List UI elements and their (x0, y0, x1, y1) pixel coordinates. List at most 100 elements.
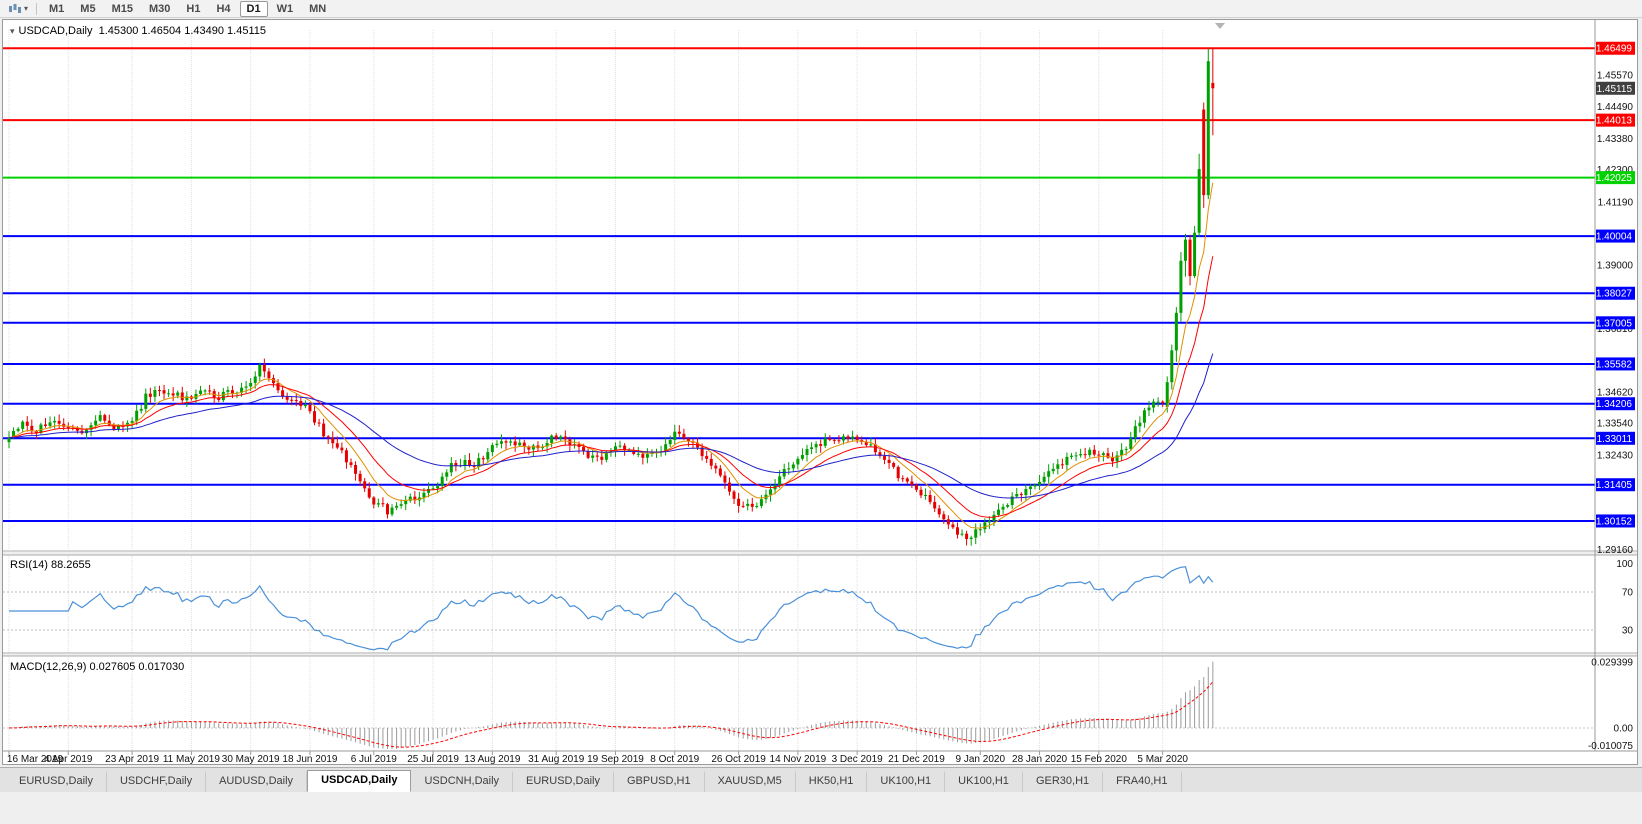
date-label: 28 Jan 2020 (1012, 754, 1067, 764)
date-label: 13 Aug 2019 (464, 754, 521, 764)
svg-text:1.35582: 1.35582 (1596, 359, 1633, 370)
svg-text:1.46499: 1.46499 (1596, 44, 1633, 55)
chart-tab-usdcnh-daily[interactable]: USDCNH,Daily (411, 771, 514, 792)
svg-text:1.45115: 1.45115 (1597, 84, 1633, 95)
date-label: 11 May 2019 (163, 754, 221, 764)
svg-text:1.40004: 1.40004 (1596, 232, 1633, 243)
macd-panel (3, 661, 1595, 749)
price-badge-1.33011 (1596, 431, 1635, 445)
price-tick: 1.33540 (1597, 418, 1634, 429)
rsi-axis-tick: 70 (1622, 588, 1634, 599)
timeframe-button-h1[interactable]: H1 (186, 2, 201, 15)
price-tick: 1.43380 (1597, 134, 1634, 145)
chart-tab-usdcad-daily[interactable]: USDCAD,Daily (307, 770, 412, 792)
date-label: 5 Mar 2020 (1137, 754, 1188, 764)
timeframe-button-m15[interactable]: M15 (111, 2, 133, 15)
timeframe-button-h4[interactable]: H4 (216, 2, 231, 15)
timeframe-button-m1[interactable]: M1 (49, 2, 65, 15)
svg-text:1.38027: 1.38027 (1596, 289, 1633, 300)
date-label: 6 Jul 2019 (351, 754, 398, 764)
date-label: 14 Nov 2019 (770, 754, 827, 764)
moving-averages (8, 182, 1214, 529)
svg-text:1.31405: 1.31405 (1596, 480, 1633, 491)
date-label: 8 Oct 2019 (650, 754, 699, 764)
timeframe-button-d1[interactable]: D1 (239, 0, 268, 17)
timeframe-button-mn[interactable]: MN (309, 2, 327, 15)
price-badge-1.40004 (1596, 229, 1635, 243)
macd-axis-tick: 0.00 (1614, 724, 1634, 735)
chart-tab-uk100-h1[interactable]: UK100,H1 (867, 771, 946, 792)
date-label: 19 Sep 2019 (587, 754, 644, 764)
svg-text:1.42025: 1.42025 (1596, 173, 1633, 184)
price-badge-1.38027 (1596, 286, 1635, 300)
price-tick: 1.44490 (1597, 102, 1634, 113)
chart-tab-xauusd-m5[interactable]: XAUUSD,M5 (704, 771, 796, 792)
price-tick: 1.42300 (1597, 165, 1634, 176)
chart-header-text: USDCAD,Daily 1.45300 1.46504 1.43490 1.4… (18, 25, 266, 37)
date-label: 15 Feb 2020 (1071, 754, 1128, 764)
price-badge-1.46499 (1596, 41, 1635, 55)
date-label: 9 Jan 2020 (956, 754, 1006, 764)
date-label: 16 Mar 2019 (7, 754, 64, 764)
chart-type-button[interactable]: ▾ (4, 1, 32, 17)
price-badge-1.35582 (1596, 357, 1635, 371)
date-label: 18 Jun 2019 (282, 754, 337, 764)
candlestick-chart-icon (9, 3, 21, 13)
chart-shift-marker (1215, 23, 1225, 29)
timeframe-buttons: M1 M5 M15 M30 H1 H4 D1 W1 MN (41, 0, 334, 17)
rsi-axis-tick: 30 (1622, 626, 1634, 637)
svg-text:1.44013: 1.44013 (1596, 116, 1633, 127)
chart-tab-fra40-h1[interactable]: FRA40,H1 (1103, 771, 1182, 792)
date-label: 3 Dec 2019 (832, 754, 884, 764)
timeframe-button-w1[interactable]: W1 (276, 2, 294, 15)
date-label: 4 Apr 2019 (44, 754, 93, 764)
price-axis[interactable]: 1.45570 1.44490 1.43380 1.42300 1.41190 1.390… (1588, 41, 1635, 752)
chart-type-caret-icon: ▾ (24, 3, 29, 13)
horizontal-levels (3, 47, 1595, 522)
rsi-line (9, 566, 1214, 651)
svg-text:1.33011: 1.33011 (1597, 434, 1633, 445)
chart-canvas[interactable]: 1.45570 1.44490 1.43380 1.42300 1.41190 1.390… (3, 20, 1637, 765)
grid-lines (8, 30, 1164, 750)
timeframe-button-m5[interactable]: M5 (80, 2, 96, 15)
price-tick: 1.32430 (1597, 451, 1634, 462)
svg-text:1.34206: 1.34206 (1596, 399, 1633, 410)
chart-tab-usdchf-daily[interactable]: USDCHF,Daily (106, 771, 207, 792)
collapse-icon[interactable]: ▾ (10, 26, 15, 36)
chart-tab-gbpusd-h1[interactable]: GBPUSD,H1 (614, 771, 705, 792)
price-badge-1.30152 (1596, 514, 1635, 528)
chart-tabs-bar: EURUSD,Daily USDCHF,Daily AUDUSD,Daily USDC… (0, 767, 1642, 792)
timeframe-button-m30[interactable]: M30 (148, 2, 171, 15)
price-tick: 1.29160 (1597, 545, 1634, 556)
ma-mid-line (8, 256, 1214, 518)
price-tick: 1.39000 (1597, 261, 1634, 272)
panel-dividers (3, 20, 1637, 752)
macd-label: MACD(12,26,9) 0.027605 0.017030 (10, 661, 185, 673)
chart-tab-ger30-h1[interactable]: GER30,H1 (1022, 771, 1104, 792)
date-label: 25 Jul 2019 (407, 754, 459, 764)
date-label: 30 May 2019 (222, 754, 280, 764)
chart-header: ▾ USDCAD,Daily 1.45300 1.46504 1.43490 1.… (10, 25, 266, 37)
svg-text:1.37005: 1.37005 (1596, 318, 1633, 329)
price-badge-1.37005 (1596, 316, 1635, 330)
ma-fast-line (8, 182, 1214, 529)
macd-axis-tick: -0.010075 (1588, 741, 1633, 752)
chart-tab-hk50-h1[interactable]: HK50,H1 (795, 771, 868, 792)
price-badge-1.45115 (1596, 81, 1635, 95)
toolbar-separator (36, 2, 38, 15)
price-badge-1.44013 (1596, 113, 1635, 127)
price-tick: 1.34620 (1597, 387, 1634, 398)
chart-tab-audusd-daily[interactable]: AUDUSD,Daily (206, 771, 308, 792)
chart-tab-eurusd-daily[interactable]: EURUSD,Daily (513, 771, 614, 792)
date-label: 31 Aug 2019 (528, 754, 585, 764)
macd-axis-tick: 0.029399 (1591, 657, 1633, 668)
chart-window: 1.45570 1.44490 1.43380 1.42300 1.41190 1.390… (2, 19, 1638, 765)
candlesticks (7, 48, 1215, 546)
macd-signal-line (8, 681, 1214, 748)
ma-slow-line (8, 353, 1214, 499)
date-label: 23 Apr 2019 (105, 754, 159, 764)
chart-tab-eurusd-daily[interactable]: EURUSD,Daily (6, 771, 107, 792)
chart-tab-uk100-h1[interactable]: UK100,H1 (945, 771, 1023, 792)
